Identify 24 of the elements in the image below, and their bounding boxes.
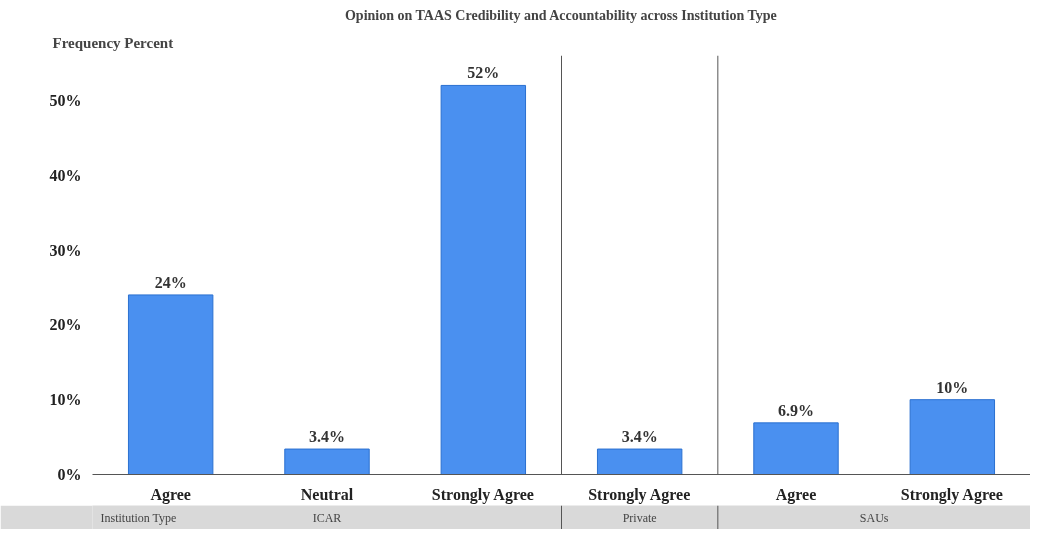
y-tick-label: 0% <box>57 466 82 483</box>
y-tick-label: 20% <box>49 316 82 334</box>
x-tick-label: Agree <box>150 485 191 504</box>
data-label: 3.4% <box>309 428 345 446</box>
y-tick-label: 50% <box>49 91 82 109</box>
x-tick-label: Strongly Agree <box>431 485 534 504</box>
text: ICAR <box>312 510 342 525</box>
data-label: 52% <box>467 64 500 82</box>
y-tick-label: 30% <box>49 241 82 259</box>
data-label: 10% <box>936 378 969 396</box>
x-tick-label: Neutral <box>300 485 354 503</box>
data-label: 3.4% <box>621 428 658 446</box>
y-axis-title: Frequency Percent <box>52 34 174 51</box>
data-label: 6.9% <box>778 401 814 419</box>
x-tick-label: Strongly Agree <box>900 485 1003 504</box>
data-label: 24% <box>154 273 187 291</box>
y-tick-label: 40% <box>49 166 82 184</box>
text: SAUs <box>859 510 889 525</box>
text: Private <box>622 510 657 525</box>
chart-title: Opinion on TAAS Credibility and Accountability across Institution Type <box>344 7 777 23</box>
x-tick-label: Strongly Agree <box>588 485 691 504</box>
x-tick-label: Agree <box>775 485 817 504</box>
text: Institution Type <box>100 510 177 525</box>
y-tick-label: 10% <box>49 391 82 409</box>
